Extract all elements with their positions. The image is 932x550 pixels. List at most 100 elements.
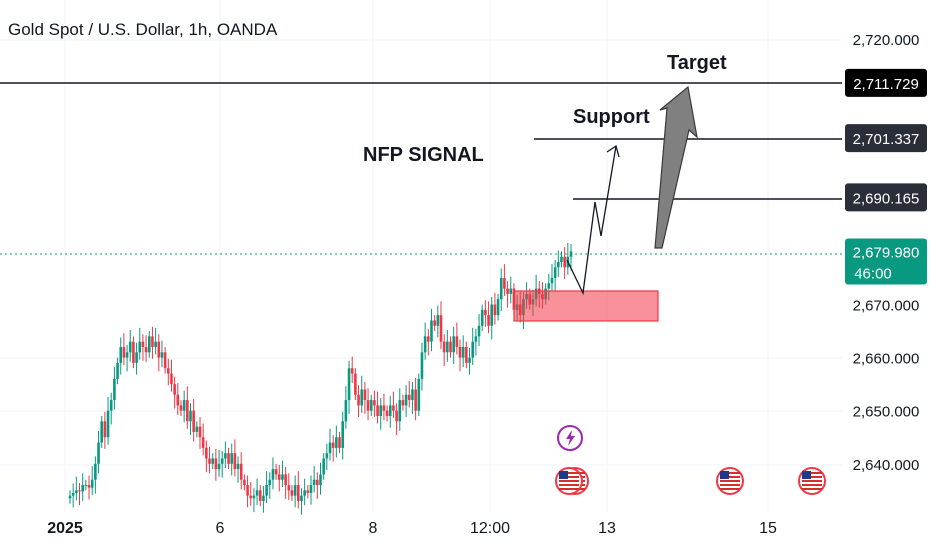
candle-body xyxy=(239,463,243,480)
candle-body xyxy=(201,437,205,448)
candle-body xyxy=(87,485,91,488)
candle-body xyxy=(198,426,202,438)
lightning-icon[interactable] xyxy=(557,425,583,451)
candle-body xyxy=(230,453,234,464)
candle-body xyxy=(106,410,110,438)
candle-body xyxy=(119,346,123,363)
candle-body xyxy=(357,394,360,406)
candle-body xyxy=(78,490,81,492)
y-tick-label: 2,650.000 xyxy=(853,404,920,421)
candle-body xyxy=(243,479,246,486)
candle-body xyxy=(407,394,411,401)
candle-body xyxy=(458,346,462,358)
candle-body xyxy=(398,400,402,422)
candle-body xyxy=(388,405,392,417)
candle-body xyxy=(306,490,310,494)
candle-body xyxy=(312,479,316,486)
candle-body xyxy=(360,389,364,406)
candle-body xyxy=(366,400,370,411)
candle-body xyxy=(414,389,417,411)
candle-body xyxy=(281,474,284,480)
candle-body xyxy=(284,474,287,486)
candle-body xyxy=(141,341,145,347)
candle-body xyxy=(411,389,414,401)
candle-body xyxy=(182,400,186,411)
candle-body xyxy=(490,304,494,326)
svg-text:2,679.980: 2,679.980 xyxy=(853,245,920,262)
candle-body xyxy=(382,405,386,411)
candle-body xyxy=(547,283,551,289)
candle-body xyxy=(163,352,167,369)
candle-body xyxy=(224,453,227,459)
us-flag-icon[interactable] xyxy=(555,467,583,495)
candle-body xyxy=(379,405,383,417)
candle-body xyxy=(195,426,199,432)
svg-text:2,701.337: 2,701.337 xyxy=(853,131,920,148)
candle-body xyxy=(303,490,306,496)
event-markers xyxy=(555,425,826,495)
candle-body xyxy=(109,400,113,411)
candle-body xyxy=(277,474,281,480)
candle-body xyxy=(461,346,465,358)
candle-body xyxy=(430,320,433,342)
candle-body xyxy=(103,421,107,438)
candle-body xyxy=(68,495,72,499)
svg-text:2,690.165: 2,690.165 xyxy=(853,190,920,207)
candle-body xyxy=(113,378,116,401)
candle-body xyxy=(449,341,452,353)
candle-body xyxy=(477,325,481,337)
demand-zone[interactable] xyxy=(513,290,659,322)
candle-body xyxy=(116,362,119,379)
candle-body xyxy=(173,384,176,395)
candle-body xyxy=(176,394,180,406)
candle-body xyxy=(189,410,192,422)
price-label: 2,701.337 xyxy=(845,124,927,153)
y-tick-label: 2,670.000 xyxy=(853,298,920,315)
candle-body xyxy=(211,458,214,464)
candle-body xyxy=(274,469,278,475)
grid-lines xyxy=(0,0,842,512)
candle-body xyxy=(208,458,211,464)
candle-body xyxy=(423,336,427,353)
x-tick-label: 6 xyxy=(216,520,225,537)
candle-body xyxy=(265,485,268,496)
price-axis[interactable]: 2,720.000 2,670.000 2,660.000 2,650.000 2,64… xyxy=(853,32,920,474)
candle-body xyxy=(258,490,262,501)
candle-body xyxy=(404,394,408,406)
candle-body xyxy=(347,368,351,401)
candle-body xyxy=(154,341,157,347)
y-tick-label: 2,660.000 xyxy=(853,351,920,368)
us-flag-icon[interactable] xyxy=(716,467,744,495)
candle-body xyxy=(227,453,230,464)
candle-body xyxy=(506,288,509,294)
candle-body xyxy=(249,495,253,499)
candle-body xyxy=(417,378,421,411)
candle-body xyxy=(179,405,183,411)
y-tick-label: 2,640.000 xyxy=(853,457,920,474)
nfp-signal-label: NFP SIGNAL xyxy=(363,144,484,166)
projection-path[interactable] xyxy=(566,145,617,296)
candle-body xyxy=(452,336,455,353)
candle-body xyxy=(468,357,471,363)
price-label: 2,711.729 xyxy=(845,68,927,97)
candle-body xyxy=(90,479,94,488)
svg-text:46:00: 46:00 xyxy=(854,266,892,283)
us-flag-icon[interactable] xyxy=(798,467,826,495)
candle-body xyxy=(474,336,478,342)
candle-body xyxy=(493,304,497,316)
candle-body xyxy=(151,336,154,347)
price-labels: 2,711.729 2,701.337 2,690.165 2,679.980 46:0… xyxy=(845,68,927,285)
candle-body xyxy=(293,485,297,496)
candle-body xyxy=(436,315,440,326)
candle-body xyxy=(125,352,129,358)
time-axis[interactable]: 2025 6 8 12:00 13 15 xyxy=(47,520,777,537)
candle-body xyxy=(271,469,275,480)
candle-body xyxy=(503,277,506,289)
candlestick-series xyxy=(68,242,573,515)
candle-body xyxy=(484,309,487,316)
candle-body xyxy=(433,320,436,326)
target-arrow[interactable] xyxy=(654,85,698,249)
drawings-layer: NFP SIGNAL Support Target xyxy=(0,52,842,322)
candle-body xyxy=(300,495,303,501)
